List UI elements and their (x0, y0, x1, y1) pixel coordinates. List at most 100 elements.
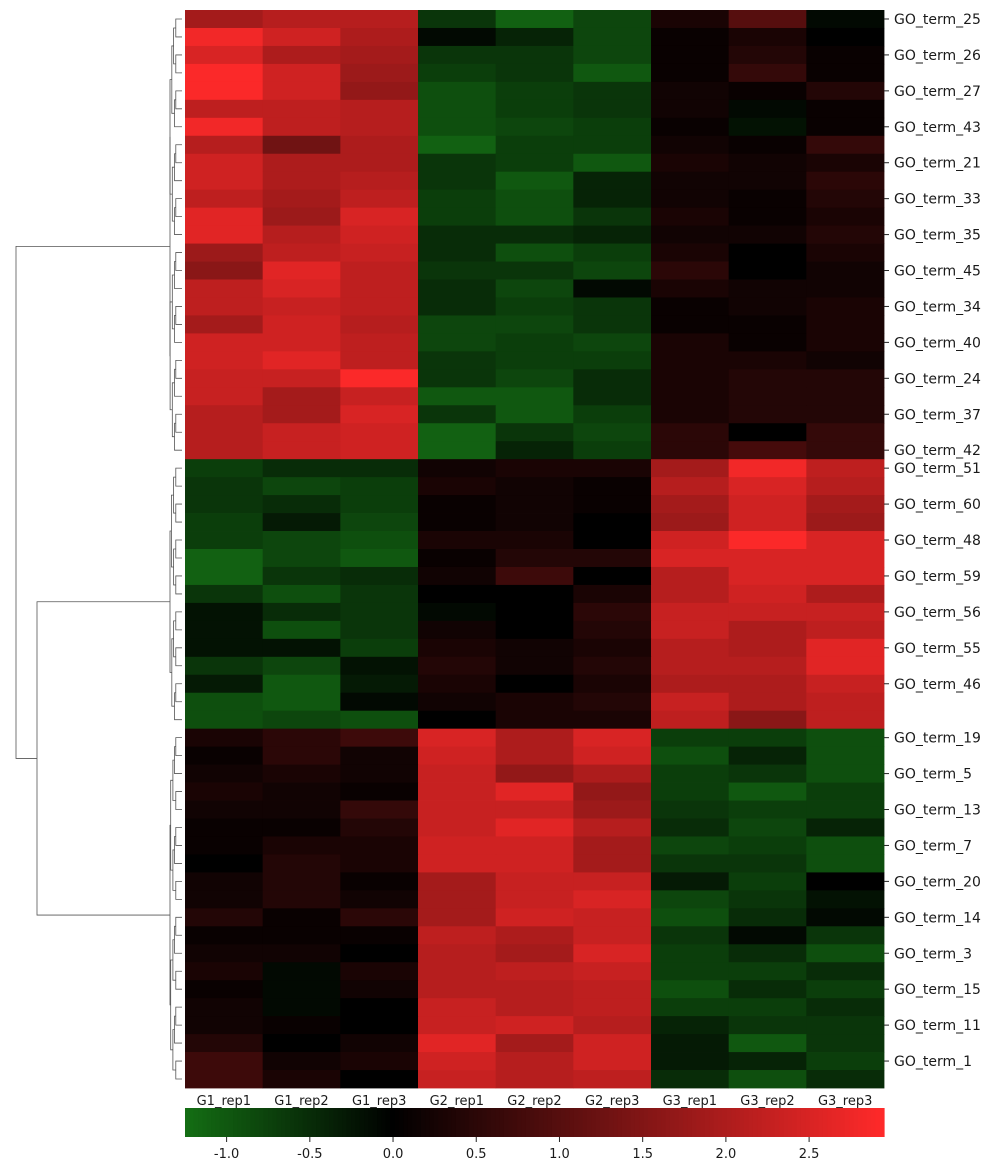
colorbar-segment (333, 1108, 339, 1137)
heatmap-cell (185, 279, 264, 298)
heatmap-cell (573, 1052, 652, 1071)
heatmap-cell (185, 1016, 264, 1035)
colorbar-segment (202, 1108, 208, 1137)
heatmap-cell (185, 405, 264, 424)
heatmap-cell (185, 315, 264, 334)
heatmap-cell (418, 441, 497, 460)
heatmap-cell (418, 890, 497, 909)
heatmap-cell (495, 351, 574, 370)
heatmap-cell (185, 369, 264, 388)
heatmap-cell (185, 710, 264, 730)
heatmap-cell (495, 477, 574, 496)
colorbar-segment (551, 1108, 557, 1137)
row-label: GO_term_35 (894, 228, 981, 244)
dendrogram-link (175, 306, 182, 325)
heatmap-cell (185, 926, 264, 945)
colorbar-segment (355, 1108, 361, 1137)
heatmap-cell (262, 63, 341, 83)
colorbar-segment (752, 1108, 758, 1137)
heatmap-cell (185, 1052, 264, 1071)
heatmap-cell (495, 980, 574, 999)
heatmap-cell (262, 764, 341, 783)
heatmap-cell (573, 297, 652, 316)
heatmap-cell (418, 99, 497, 119)
colorbar-segment (809, 1108, 815, 1137)
heatmap-cell (340, 710, 419, 730)
heatmap-cell (262, 45, 341, 65)
heatmap-cell (495, 656, 574, 676)
heatmap-cell (651, 728, 730, 748)
heatmap-cell (651, 10, 730, 29)
heatmap-cell (262, 189, 341, 209)
heatmap-cell (418, 351, 497, 370)
heatmap-cell (728, 764, 807, 783)
dendrogram-link (172, 1029, 176, 1071)
heatmap-cell (495, 405, 574, 424)
heatmap-cell (651, 872, 730, 891)
heatmap-cell (185, 99, 264, 119)
dendrogram-link (175, 1006, 182, 1026)
heatmap-cell (728, 926, 807, 945)
heatmap-cell (728, 908, 807, 927)
heatmap-cell (573, 81, 652, 101)
heatmap-cell (262, 854, 341, 873)
colorbar-segment (403, 1108, 409, 1137)
colorbar-tick-label: -1.0 (214, 1147, 239, 1162)
row-label: GO_term_46 (894, 677, 981, 693)
heatmap-cell (340, 423, 419, 442)
heatmap-cell (340, 477, 419, 496)
heatmap-cell (573, 728, 652, 748)
heatmap-cell (573, 854, 652, 873)
heatmap-cell (495, 998, 574, 1017)
heatmap-cell (495, 728, 574, 748)
heatmap-cell (340, 45, 419, 65)
colorbar-segment (447, 1108, 453, 1137)
colorbar-segment (814, 1108, 820, 1137)
colorbar-segment (495, 1108, 501, 1137)
heatmap-cell (340, 944, 419, 963)
heatmap-cell (651, 387, 730, 406)
colorbar-segment (608, 1108, 614, 1137)
heatmap-cell (728, 10, 807, 29)
heatmap-cell (418, 746, 497, 765)
heatmap-cell (728, 189, 807, 209)
heatmap-cell (495, 369, 574, 388)
heatmap-cell (185, 423, 264, 442)
heatmap-cell (573, 872, 652, 891)
heatmap-cell (495, 171, 574, 191)
colorbar-segment (726, 1108, 732, 1137)
heatmap-cell (728, 297, 807, 316)
heatmap-cell (340, 549, 419, 568)
colorbar-segment (818, 1108, 824, 1137)
heatmap-cell (340, 81, 419, 101)
heatmap-cell (185, 333, 264, 352)
column-label: G2_rep2 (507, 1094, 561, 1109)
heatmap-cell (262, 81, 341, 101)
heatmap-cell (806, 495, 885, 514)
colorbar-segment (652, 1108, 658, 1137)
colorbar-segment (621, 1108, 627, 1137)
colorbar-segment (385, 1108, 391, 1137)
heatmap-cell (262, 584, 341, 604)
colorbar-segment (451, 1108, 457, 1137)
colorbar-segment (329, 1108, 335, 1137)
colorbar-segment (268, 1108, 273, 1137)
heatmap-cell (495, 117, 574, 137)
dendrogram-link (15, 245, 170, 759)
heatmap-cell (728, 728, 807, 748)
colorbar-segment (228, 1108, 234, 1137)
heatmap-cell (185, 153, 264, 173)
heatmap-cell (728, 279, 807, 298)
colorbar-segment (473, 1108, 479, 1137)
heatmap-cell (573, 45, 652, 65)
heatmap-cell (185, 351, 264, 370)
colorbar-segment (857, 1108, 863, 1137)
colorbar-segment (399, 1108, 405, 1137)
colorbar-segment (586, 1108, 592, 1137)
heatmap-cell (185, 531, 264, 550)
colorbar-segment (875, 1108, 881, 1137)
heatmap-cell (806, 1052, 885, 1071)
heatmap-cell (651, 441, 730, 460)
heatmap-cell (806, 584, 885, 604)
heatmap-cell (418, 692, 497, 712)
